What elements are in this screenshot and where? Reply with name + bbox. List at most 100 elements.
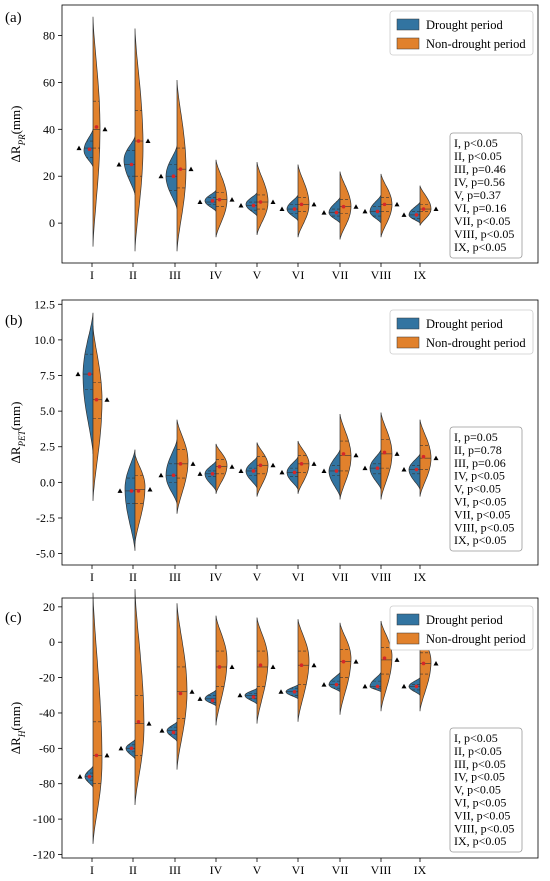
violin-drought [286, 456, 299, 490]
stats-line: IX, p<0.05 [454, 834, 506, 848]
median-marker [238, 203, 244, 208]
violin-nondrought [176, 419, 189, 514]
median-marker [158, 472, 164, 478]
violin-nondrought [92, 16, 101, 247]
mean-marker [292, 207, 297, 211]
mean-marker [171, 730, 176, 735]
violin-nondrought [92, 325, 103, 501]
violin-nondrought [380, 412, 393, 500]
violin-drought [369, 194, 382, 224]
median-marker [229, 464, 235, 469]
stats-line: VI, p=0.16 [454, 201, 506, 215]
legend-label: Drought period [426, 18, 503, 32]
mean-marker [421, 454, 426, 459]
axes-frame [61, 299, 539, 566]
stats-line: III, p<0.05 [454, 757, 506, 771]
mean-marker [334, 210, 339, 215]
stats-line: V, p<0.05 [454, 783, 501, 797]
x-tick-label: III [169, 863, 181, 877]
y-tick-label: -5.0 [36, 547, 55, 561]
y-tick-label: 0 [49, 216, 55, 230]
mean-marker [129, 489, 134, 493]
violin-nondrought [380, 173, 393, 238]
legend-box [389, 605, 534, 651]
stats-box [449, 727, 523, 853]
legend-box [389, 10, 534, 56]
x-tick-label: II [129, 268, 137, 282]
violin-drought [165, 145, 178, 210]
mean-marker [210, 472, 215, 476]
stats-line: II, p<0.05 [454, 149, 502, 163]
median-marker [394, 657, 400, 662]
mean-marker [217, 464, 222, 469]
median-marker [270, 199, 276, 205]
y-tick-label: 80 [43, 28, 55, 42]
mean-marker [334, 682, 339, 687]
median-marker [102, 126, 108, 132]
stats-line: III, p=0.06 [454, 456, 506, 470]
stats-box [449, 132, 523, 259]
median-marker [237, 692, 243, 698]
stats-line: III, p=0.46 [454, 162, 506, 176]
mean-marker [87, 774, 92, 779]
x-tick-label: IX [414, 570, 427, 584]
x-tick-label: VI [292, 570, 305, 584]
violin-drought [124, 449, 136, 551]
median-marker [77, 774, 83, 779]
median-marker [118, 745, 124, 751]
mean-marker [87, 372, 92, 376]
mean-marker [299, 202, 304, 207]
median-marker [321, 682, 327, 687]
violin-drought [244, 687, 258, 705]
y-tick-label: 20 [43, 169, 55, 183]
median-marker [158, 173, 164, 179]
violin-drought [204, 460, 217, 492]
violin-nondrought [380, 620, 393, 712]
violin-nondrought [339, 413, 352, 500]
median-marker [75, 371, 81, 377]
median-marker [188, 166, 194, 172]
mean-marker [217, 665, 222, 669]
violin-drought [286, 194, 299, 223]
mean-marker [375, 684, 380, 689]
legend-label: Non-drought period [426, 37, 526, 51]
mean-marker [87, 147, 92, 152]
violin-nondrought [339, 622, 352, 715]
x-tick-label: VIII [371, 570, 392, 584]
median-marker [270, 664, 276, 669]
stats-line: I, p<0.05 [454, 136, 498, 150]
stats-line: VIII, p<0.05 [454, 227, 514, 241]
median-marker [117, 488, 123, 493]
violin-drought [165, 439, 178, 504]
x-tick-label: IX [414, 268, 427, 282]
y-tick-label: -80 [39, 777, 55, 791]
median-marker [146, 721, 152, 726]
stats-line: IX, p<0.05 [454, 240, 506, 254]
mean-marker [299, 462, 304, 466]
x-tick-label: VI [292, 268, 305, 282]
median-marker [311, 461, 317, 466]
median-marker [145, 138, 151, 144]
y-tick-label: 40 [43, 122, 55, 136]
x-tick-label: VIII [371, 863, 392, 877]
mean-marker [251, 203, 256, 208]
mean-marker [178, 167, 183, 171]
violin-drought [82, 312, 94, 454]
mean-marker [414, 467, 419, 472]
stats-line: V, p<0.05 [454, 482, 501, 496]
violin-drought [328, 197, 341, 224]
mean-marker [136, 489, 141, 493]
y-tick-label: -120 [33, 847, 55, 861]
median-marker [229, 197, 235, 202]
stats-line: IV, p=0.56 [454, 175, 505, 189]
x-tick-label: III [169, 268, 181, 282]
violin-nondrought [215, 159, 228, 238]
median-marker [279, 469, 285, 475]
stats-line: VII, p<0.05 [454, 507, 510, 521]
mean-marker [171, 473, 176, 478]
x-tick-label: I [90, 268, 94, 282]
violin-drought [408, 453, 421, 490]
y-tick-label: -20 [39, 671, 55, 685]
stats-line: IV, p<0.05 [454, 770, 505, 784]
violin-nondrought [134, 453, 146, 544]
